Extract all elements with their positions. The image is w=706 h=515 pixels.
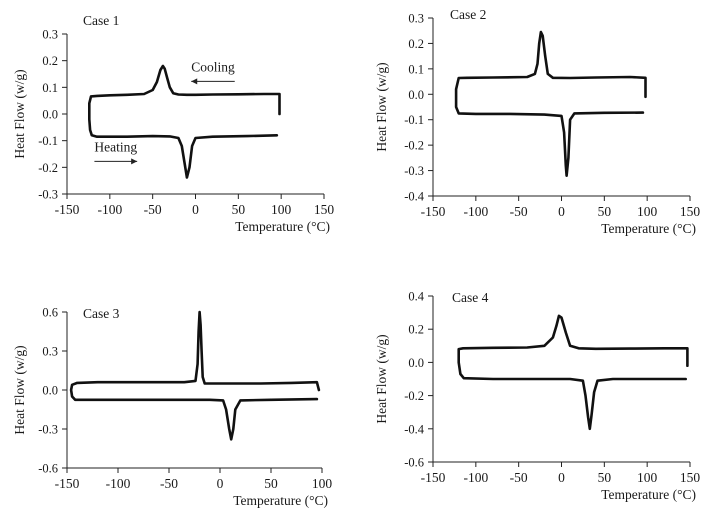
y-tick-label: 0.2 <box>42 54 58 68</box>
x-tick-label: -100 <box>97 202 122 217</box>
x-tick-label: -150 <box>421 204 446 219</box>
dsc-curve <box>88 64 281 179</box>
y-tick-label: 0.1 <box>42 81 58 95</box>
x-axis-label: Temperature (°C) <box>601 221 696 236</box>
x-tick-label: 100 <box>312 476 333 491</box>
y-tick-label: -0.2 <box>404 139 424 153</box>
x-axis-label: Temperature (°C) <box>601 487 696 502</box>
x-tick-label: 50 <box>232 202 246 217</box>
y-tick-label: 0.0 <box>408 88 424 102</box>
x-tick-label: -150 <box>55 476 80 491</box>
arrow-head <box>131 158 138 165</box>
y-tick-label: -0.1 <box>404 113 424 127</box>
y-tick-label: 0.4 <box>408 290 424 304</box>
x-tick-label: -50 <box>510 204 528 219</box>
y-axis-label: Heat Flow (w/g) <box>12 69 27 158</box>
y-tick-label: -0.1 <box>38 134 58 148</box>
x-tick-label: -150 <box>55 202 80 217</box>
y-axis-label: Heat Flow (w/g) <box>12 345 27 434</box>
dsc-curve <box>454 30 647 177</box>
y-tick-label: -0.4 <box>404 190 425 204</box>
y-tick-label: 0.2 <box>408 37 424 51</box>
x-tick-label: 150 <box>680 470 701 485</box>
y-tick-label: 0.0 <box>408 356 424 370</box>
x-tick-label: -150 <box>421 470 446 485</box>
x-axis-label: Temperature (°C) <box>233 493 328 508</box>
chart-panel-case-3: -150 -100 -50 0 50 100 -0.6 -0.3 0.0 0.3 0.6 Case 3… <box>12 306 332 509</box>
x-axis-label: Temperature (°C) <box>235 219 330 234</box>
annotation-label: Cooling <box>191 59 235 74</box>
chart-panel-case-2: -150 -100 -50 0 50 100 150 -0.4 -0.3 -0.2 -0.1 0.0 0… <box>374 7 700 236</box>
x-tick-label: -100 <box>463 470 488 485</box>
panel-title: Case 4 <box>452 290 489 305</box>
x-tick-label: 0 <box>192 202 199 217</box>
chart-panel-case-4: -150 -100 -50 0 50 100 150 -0.6 -0.4 -0.2 0.0 0.2 0.… <box>374 290 700 503</box>
y-tick-label: 0.3 <box>42 28 58 42</box>
x-tick-label: 50 <box>598 204 612 219</box>
panel-title: Case 1 <box>83 13 119 28</box>
annotation-label: Heating <box>94 139 137 154</box>
y-axis-label: Heat Flow (w/g) <box>374 62 389 151</box>
y-tick-label: 0.2 <box>408 323 424 337</box>
y-tick-label: 0.0 <box>42 108 58 122</box>
y-tick-label: -0.6 <box>38 462 58 476</box>
x-tick-label: 100 <box>637 470 658 485</box>
x-tick-label: -100 <box>106 476 131 491</box>
x-tick-label: 0 <box>558 204 565 219</box>
dsc-curve <box>457 314 689 431</box>
x-tick-label: 50 <box>598 470 612 485</box>
x-tick-label: 0 <box>217 476 224 491</box>
x-tick-label: 50 <box>264 476 278 491</box>
chart-panel-case-1: -150 -100 -50 0 50 100 150 -0.3 -0.2 -0.1 0.0 0.1 0.… <box>12 13 334 234</box>
y-tick-label: -0.3 <box>404 164 424 178</box>
x-tick-label: -50 <box>510 470 528 485</box>
y-tick-label: 0.6 <box>42 306 58 320</box>
y-tick-label: 0.1 <box>408 62 424 76</box>
x-tick-label: 150 <box>680 204 701 219</box>
panel-title: Case 2 <box>450 7 486 22</box>
x-tick-label: 100 <box>271 202 292 217</box>
panel-title: Case 3 <box>83 306 120 321</box>
y-tick-label: -0.3 <box>38 423 58 437</box>
y-tick-label: -0.6 <box>404 456 424 470</box>
x-tick-label: 0 <box>558 470 565 485</box>
y-tick-label: -0.3 <box>38 188 58 202</box>
y-tick-label: 0.0 <box>42 384 58 398</box>
y-tick-label: -0.2 <box>404 389 424 403</box>
y-tick-label: -0.4 <box>404 422 425 436</box>
y-tick-label: 0.3 <box>42 345 58 359</box>
x-tick-label: 150 <box>314 202 335 217</box>
x-tick-label: -100 <box>463 204 488 219</box>
dsc-curve <box>69 310 321 441</box>
x-tick-label: 100 <box>637 204 658 219</box>
x-tick-label: -50 <box>144 202 162 217</box>
y-tick-label: 0.3 <box>408 12 424 26</box>
x-tick-label: -50 <box>160 476 178 491</box>
arrow-head <box>191 78 198 85</box>
y-tick-label: -0.2 <box>38 161 58 175</box>
y-axis-label: Heat Flow (w/g) <box>374 334 389 423</box>
